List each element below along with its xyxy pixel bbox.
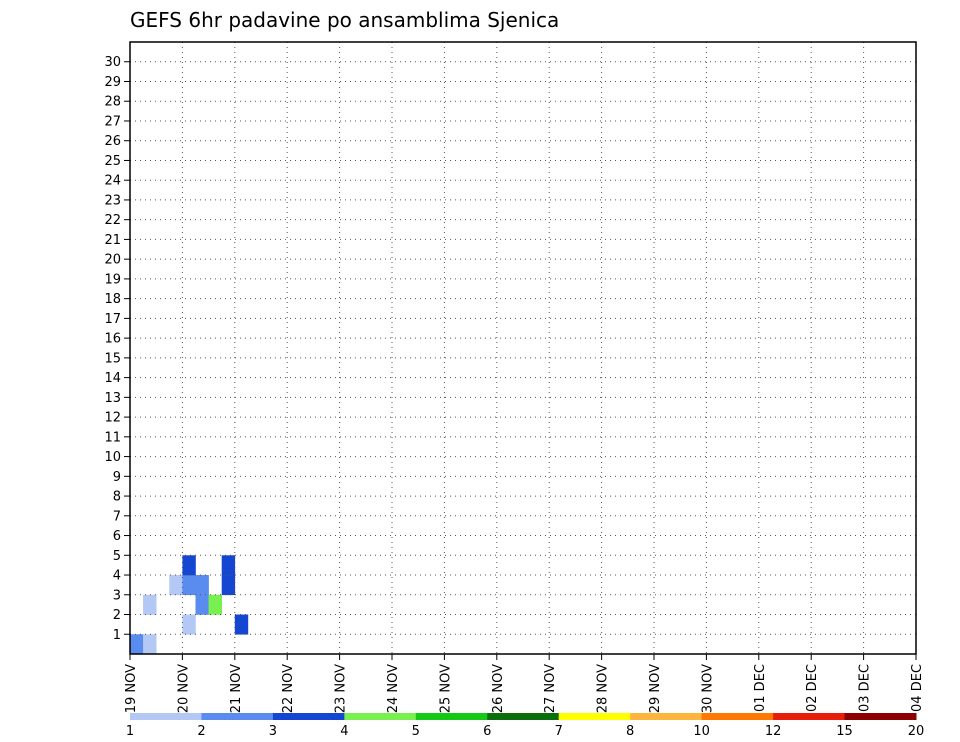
x-tick-label: 25 NOV [438,664,453,713]
colorbar-label: 3 [269,724,277,739]
y-tick-label: 30 [104,55,121,70]
heatmap-cell [143,634,157,655]
colorbar-swatch [773,713,846,720]
colorbar-label: 7 [555,724,563,739]
colorbar-label: 12 [765,724,782,739]
y-tick-label: 21 [104,233,121,248]
y-tick-label: 12 [104,411,121,426]
colorbar-label: 8 [626,724,634,739]
colorbar-label: 6 [483,724,491,739]
x-tick-label: 19 NOV [124,664,139,713]
heatmap-cell [169,575,183,596]
y-tick-label: 27 [104,114,121,129]
colorbar-label: 20 [908,724,925,739]
x-tick-label: 04 DEC [910,664,925,712]
colorbar-label: 2 [197,724,205,739]
x-tick-label: 27 NOV [543,664,558,713]
y-tick-label: 8 [113,490,121,505]
y-tick-label: 5 [113,549,121,564]
y-tick-label: 2 [113,608,121,623]
y-tick-label: 25 [104,154,121,169]
heatmap-cell [221,555,236,576]
heatmap-cell [130,634,144,655]
y-tick-label: 20 [104,253,121,268]
colorbar-swatch [344,713,417,720]
x-tick-label: 02 DEC [805,664,820,712]
colorbar-label: 4 [340,724,348,739]
heatmap-cell [195,575,209,596]
colorbar-swatch [558,713,631,720]
y-tick-label: 26 [104,134,121,149]
y-tick-label: 16 [104,332,121,347]
colorbar: 1 2 3 4 5 6 7 8 10 12 15 20 [126,713,924,739]
colorbar-label: 5 [412,724,420,739]
y-tick-label: 14 [104,371,121,386]
heatmap-cell [143,594,157,615]
colorbar-swatch [415,713,488,720]
heatmap-cell [221,575,236,596]
x-tick-label: 24 NOV [386,664,401,713]
colorbar-swatch [844,713,917,720]
chart-title: GEFS 6hr padavine po ansamblima Sjenica [130,8,559,32]
x-axis: 19 NOV 20 NOV 21 NOV 22 NOV 23 NOV 24 NOV 25 N… [124,654,925,713]
x-tick-label: 30 NOV [700,664,715,713]
colorbar-swatch [701,713,774,720]
y-tick-label: 18 [104,292,121,307]
y-tick-label: 24 [104,174,121,189]
y-tick-label: 29 [104,75,121,90]
x-tick-label: 29 NOV [648,664,663,713]
y-tick-label: 19 [104,272,121,287]
y-tick-label: 3 [113,588,121,603]
heatmap-cells [130,555,249,655]
y-tick-label: 17 [104,312,121,327]
colorbar-swatch [130,713,202,720]
heatmap-cell [182,575,196,596]
heatmap-cell [208,594,222,615]
x-tick-label: 23 NOV [334,664,349,713]
x-tick-label: 26 NOV [491,664,506,713]
y-tick-label: 11 [104,430,121,445]
x-tick-label: 20 NOV [176,664,191,713]
y-tick-label: 15 [104,351,121,366]
heatmap-cell [234,614,249,635]
x-tick-label: 01 DEC [753,664,768,712]
heatmap-cell [182,614,196,635]
y-tick-label: 28 [104,95,121,110]
heatmap-cell [182,555,196,576]
colorbar-label: 15 [836,724,853,739]
x-tick-label: 28 NOV [596,664,611,713]
y-tick-label: 7 [113,509,121,524]
y-tick-label: 22 [104,213,121,228]
colorbar-swatch [272,713,345,720]
y-tick-label: 9 [113,470,121,485]
colorbar-swatch [630,713,703,720]
y-axis: 1234567891011121314151617181920212223242… [104,55,130,643]
plot-frame [129,41,917,655]
y-tick-label: 10 [104,450,121,465]
grid-lines [130,42,916,654]
colorbar-swatch [487,713,560,720]
colorbar-swatch [201,713,274,720]
y-tick-label: 4 [113,569,121,584]
x-tick-label: 03 DEC [858,664,873,712]
heatmap-cell [195,594,209,615]
y-tick-label: 13 [104,391,121,406]
x-tick-label: 21 NOV [229,664,244,713]
y-tick-label: 1 [113,628,121,643]
y-tick-label: 23 [104,193,121,208]
y-tick-label: 6 [113,529,121,544]
colorbar-label: 1 [126,724,134,739]
colorbar-label: 10 [693,724,710,739]
x-tick-label: 22 NOV [281,664,296,713]
